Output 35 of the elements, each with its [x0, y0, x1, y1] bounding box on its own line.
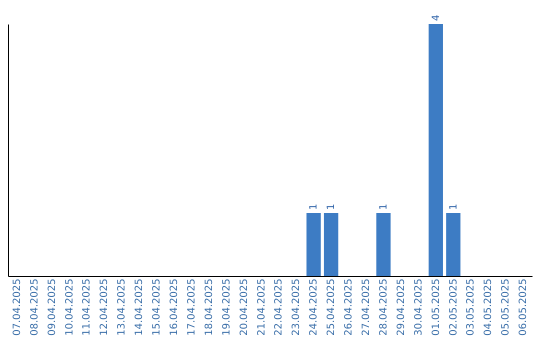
x-tick-label: 03.05.2025 — [466, 278, 477, 336]
data-label: 1 — [326, 204, 338, 210]
x-tick-label: 11.04.2025 — [82, 278, 93, 336]
x-tick-label: 29.04.2025 — [396, 278, 407, 336]
data-label: 1 — [308, 204, 320, 210]
x-tick-label: 06.05.2025 — [518, 278, 530, 336]
x-tick-label: 30.04.2025 — [413, 278, 424, 336]
x-tick-label: 17.04.2025 — [186, 278, 198, 336]
x-tick-label: 26.04.2025 — [344, 278, 355, 336]
x-tick-label: 25.04.2025 — [326, 278, 338, 336]
data-label: 1 — [378, 204, 390, 210]
x-tick-label: 27.04.2025 — [361, 278, 372, 336]
x-tick-label: 08.04.2025 — [29, 278, 40, 336]
x-tick-label: 21.04.2025 — [256, 278, 268, 336]
x-tick-label: 22.04.2025 — [274, 278, 285, 336]
x-tick-label: 15.04.2025 — [152, 278, 163, 336]
x-tick-label: 16.04.2025 — [168, 278, 180, 336]
x-tick-label: 28.04.2025 — [378, 278, 390, 336]
x-tick-label: 24.04.2025 — [308, 278, 320, 336]
x-tick-label: 19.04.2025 — [221, 278, 232, 336]
x-tick-label: 13.04.2025 — [116, 278, 128, 336]
x-tick-label: 07.04.2025 — [12, 278, 23, 336]
x-tick-label: 01.05.2025 — [430, 278, 442, 336]
x-tick-label: 18.04.2025 — [204, 278, 215, 336]
x-tick-label: 14.04.2025 — [134, 278, 146, 336]
x-tick-label: 04.05.2025 — [483, 278, 494, 336]
data-label: 1 — [448, 204, 460, 210]
x-tick-label: 02.05.2025 — [448, 278, 460, 336]
x-tick-label: 12.04.2025 — [99, 278, 110, 336]
data-label: 4 — [430, 14, 442, 21]
x-tick-label: 20.04.2025 — [238, 278, 250, 336]
x-tick-label: 09.04.2025 — [46, 278, 58, 336]
x-tick-label: 23.04.2025 — [291, 278, 302, 336]
x-tick-label: 10.04.2025 — [64, 278, 76, 336]
x-tick-label: 05.05.2025 — [500, 278, 512, 336]
